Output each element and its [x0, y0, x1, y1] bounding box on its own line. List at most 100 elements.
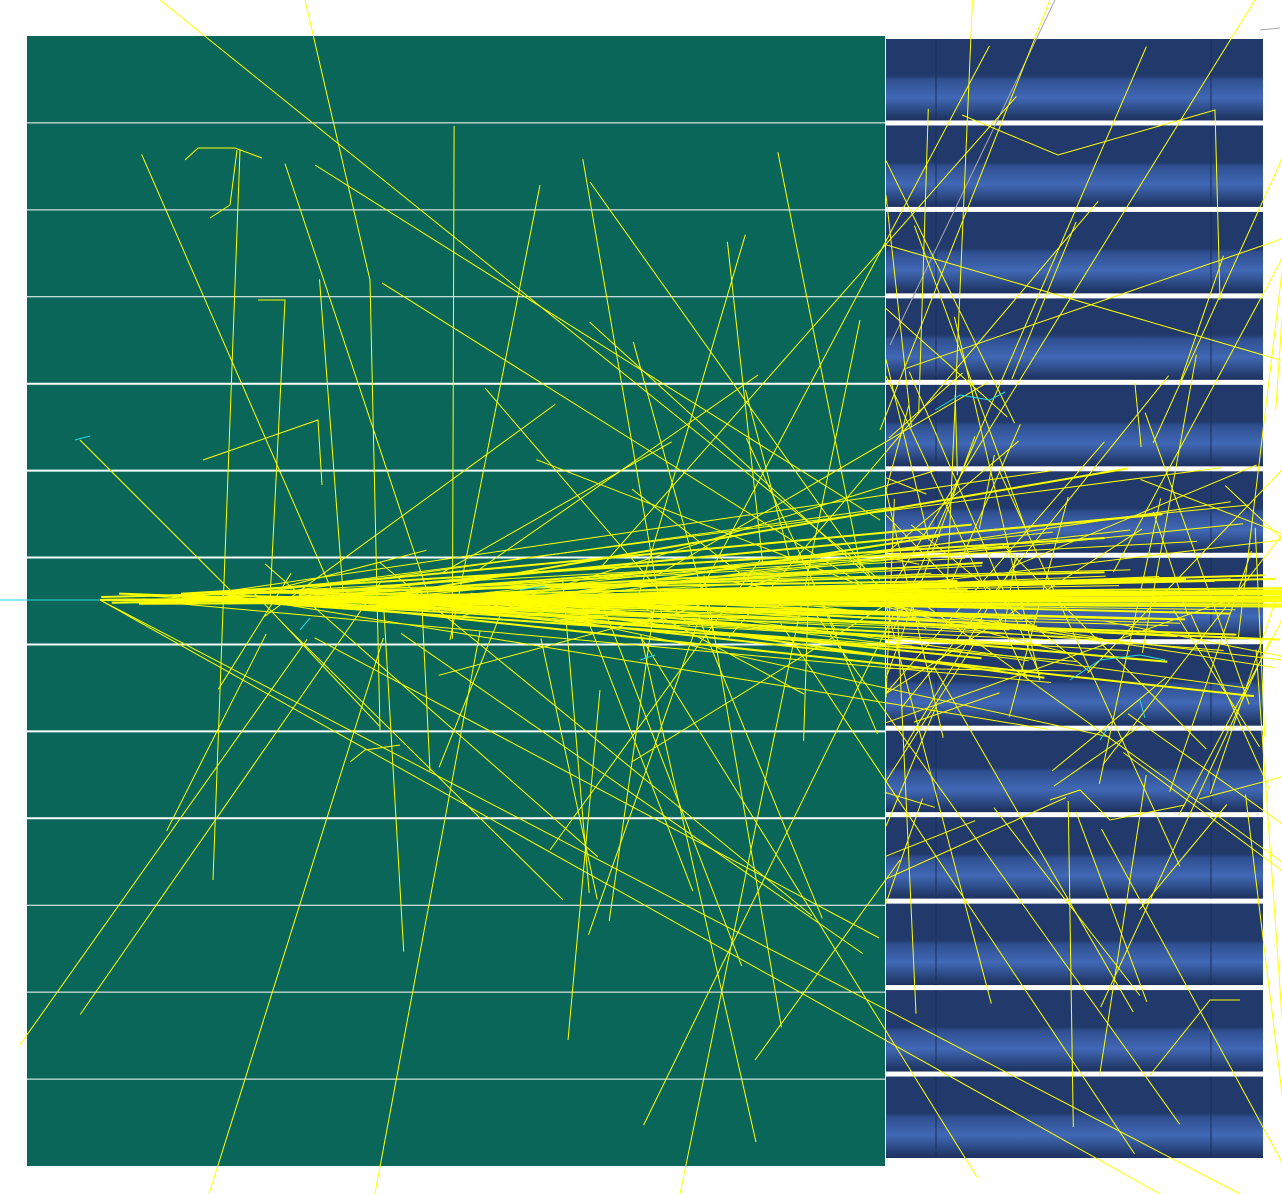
- track-segment: [1134, 383, 1142, 447]
- track-segment: [202, 419, 323, 486]
- track-segment: [1099, 727, 1109, 741]
- track-segment: [1069, 654, 1166, 681]
- track-segment: [1199, 776, 1282, 800]
- track-segment: [885, 703, 938, 827]
- track-segment: [600, 601, 743, 967]
- track-segment: [906, 238, 1282, 369]
- track-segment: [1049, 789, 1186, 821]
- track-segment: [807, 569, 878, 734]
- track-segment: [400, 632, 863, 954]
- track-segment: [632, 341, 715, 635]
- track-segment: [1141, 354, 1197, 653]
- detector-module: [886, 384, 1263, 467]
- track-segment: [1139, 804, 1228, 910]
- track-segment: [943, 423, 1021, 600]
- track-segment: [885, 441, 1105, 694]
- track-segment: [893, 46, 1147, 629]
- track-segment: [380, 545, 930, 600]
- track-segment: [1075, 811, 1148, 1002]
- track-segment: [264, 563, 599, 858]
- track-segment: [567, 689, 601, 1041]
- track-segment: [1008, 496, 1069, 717]
- track-segment: [998, 470, 1181, 867]
- track-segment: [885, 641, 976, 782]
- track-segment: [1098, 498, 1162, 785]
- track-segment: [879, 0, 1051, 431]
- track-segment: [263, 403, 556, 618]
- detector-module: [886, 903, 1263, 986]
- track-segment: [803, 581, 810, 741]
- track-segment: [639, 654, 656, 661]
- track-segment: [885, 498, 895, 698]
- track-segment: [209, 149, 238, 219]
- track-segment: [1123, 752, 1282, 872]
- track-segment: [885, 528, 1143, 695]
- track-segment: [961, 109, 1221, 301]
- track-segment: [1259, 27, 1281, 31]
- detector-module: [886, 990, 1263, 1072]
- track-segment: [282, 622, 564, 901]
- track-segment: [1101, 828, 1282, 1163]
- track-segment: [79, 439, 241, 601]
- track-segment: [728, 200, 1099, 638]
- track-segment: [349, 744, 401, 763]
- track-segment: [726, 241, 764, 564]
- track-segment: [304, 0, 371, 281]
- track-segment: [885, 514, 977, 609]
- track-segment: [1102, 534, 1282, 766]
- track-segment: [314, 566, 888, 599]
- track-segment: [314, 637, 880, 939]
- track-segment: [889, 0, 1256, 591]
- track-segment: [420, 586, 431, 772]
- track-segment: [1099, 774, 1147, 1076]
- track-segment: [1209, 590, 1280, 794]
- track-segment: [184, 147, 263, 161]
- track-segment: [195, 540, 1198, 596]
- detector-module: [886, 125, 1263, 207]
- track-segment: [608, 592, 657, 922]
- track-segment: [901, 375, 1169, 708]
- track-segment: [855, 598, 1072, 655]
- track-segment: [885, 405, 910, 491]
- detector-module: [886, 211, 1263, 294]
- track-segment: [885, 436, 976, 679]
- track-segment: [174, 467, 1222, 604]
- track-segment: [314, 164, 881, 521]
- track-segment: [99, 589, 1282, 601]
- track-segment: [1173, 610, 1261, 748]
- track-segment: [99, 599, 1241, 1194]
- track-segment: [1087, 469, 1282, 674]
- track-segment: [1053, 726, 1141, 787]
- track-segment: [253, 602, 1010, 631]
- layer-dividers: [27, 122, 885, 1080]
- track-segment: [703, 574, 782, 1028]
- track-segment: [221, 593, 1048, 730]
- track-segment: [217, 572, 292, 690]
- track-segment: [470, 592, 1029, 662]
- track-segment: [903, 554, 1021, 749]
- track-segment: [777, 152, 862, 572]
- track-segment: [589, 181, 881, 591]
- track-segment: [1245, 794, 1282, 1094]
- track-segment: [946, 0, 973, 594]
- track-segment: [1140, 479, 1282, 535]
- track-segment: [298, 600, 937, 671]
- track-segment: [745, 437, 836, 630]
- track-segment: [885, 244, 1282, 361]
- track-segment: [449, 184, 541, 641]
- track-segment: [1067, 800, 1074, 1128]
- track-segment: [885, 792, 935, 808]
- track-segment: [369, 279, 381, 731]
- track-segment: [180, 537, 1105, 595]
- track-segment: [885, 797, 1067, 880]
- track-segment: [1112, 258, 1282, 573]
- track-segment: [883, 595, 992, 1004]
- track-segment: [19, 639, 308, 1045]
- track-segment: [701, 45, 990, 590]
- track-segment: [745, 389, 792, 563]
- track-segment: [885, 667, 1082, 672]
- track-segment: [885, 798, 923, 904]
- track-segment: [857, 539, 1282, 591]
- track-segment: [299, 617, 311, 631]
- track-segment: [993, 807, 1141, 996]
